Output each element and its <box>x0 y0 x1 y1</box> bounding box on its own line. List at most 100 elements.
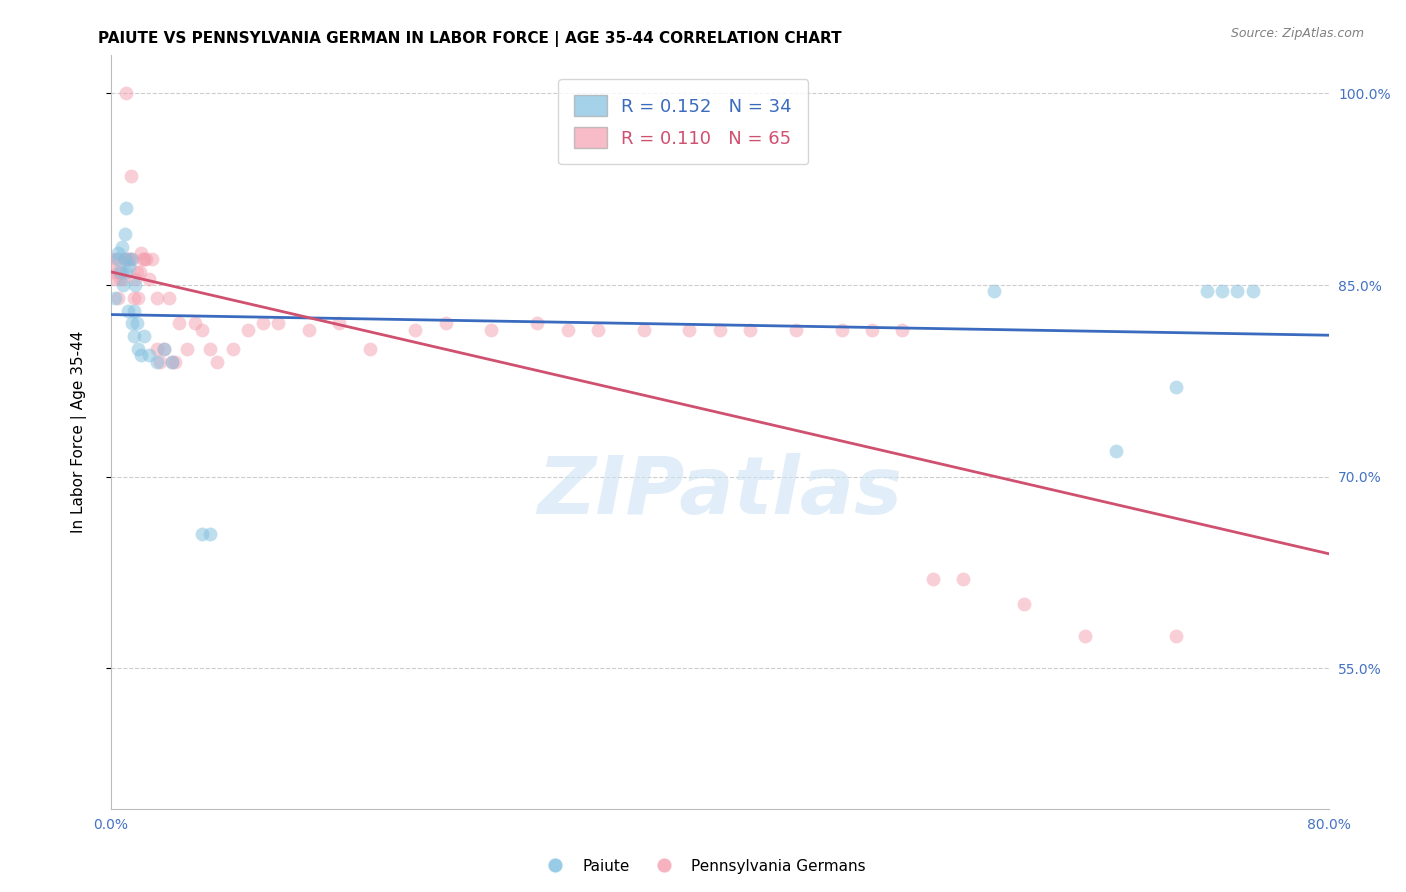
Point <box>157 291 180 305</box>
Point <box>128 265 150 279</box>
Point <box>107 291 129 305</box>
Point <box>117 252 139 267</box>
Point <box>125 316 148 330</box>
Point <box>122 291 145 305</box>
Point <box>586 323 609 337</box>
Point <box>145 342 167 356</box>
Point <box>831 323 853 337</box>
Point <box>108 265 131 279</box>
Point <box>740 323 762 337</box>
Point <box>129 246 152 260</box>
Point <box>633 323 655 337</box>
Point <box>132 252 155 267</box>
Point <box>120 169 142 184</box>
Point <box>169 316 191 330</box>
Point <box>1074 629 1097 643</box>
Point <box>198 527 221 541</box>
Point <box>160 354 183 368</box>
Point <box>115 202 138 216</box>
Point <box>115 87 138 101</box>
Point <box>107 265 129 279</box>
Point <box>127 291 149 305</box>
Point <box>557 323 579 337</box>
Point <box>1166 380 1188 394</box>
Point <box>135 252 157 267</box>
Point <box>952 572 974 586</box>
Point <box>112 278 135 293</box>
Point <box>127 342 149 356</box>
Legend: R = 0.152   N = 34, R = 0.110   N = 65: R = 0.152 N = 34, R = 0.110 N = 65 <box>558 79 808 164</box>
Point <box>103 252 125 267</box>
Point <box>221 342 243 356</box>
Point <box>145 354 167 368</box>
Text: PAIUTE VS PENNSYLVANIA GERMAN IN LABOR FORCE | AGE 35-44 CORRELATION CHART: PAIUTE VS PENNSYLVANIA GERMAN IN LABOR F… <box>98 31 842 47</box>
Point <box>785 323 807 337</box>
Point <box>114 252 136 267</box>
Point <box>198 342 221 356</box>
Point <box>267 316 290 330</box>
Point <box>434 316 457 330</box>
Point <box>1104 444 1126 458</box>
Point <box>1166 629 1188 643</box>
Point <box>481 323 503 337</box>
Point <box>134 329 156 343</box>
Point <box>101 265 124 279</box>
Point <box>860 323 883 337</box>
Point <box>709 323 731 337</box>
Point <box>145 291 167 305</box>
Point <box>112 271 135 285</box>
Point <box>129 348 152 362</box>
Point <box>117 303 139 318</box>
Point <box>207 354 229 368</box>
Point <box>252 316 274 330</box>
Point <box>1211 285 1233 299</box>
Point <box>183 316 205 330</box>
Point <box>526 316 548 330</box>
Point <box>107 246 129 260</box>
Point <box>191 527 214 541</box>
Point <box>104 291 127 305</box>
Text: Source: ZipAtlas.com: Source: ZipAtlas.com <box>1230 27 1364 40</box>
Point <box>110 240 132 254</box>
Point <box>1012 597 1035 611</box>
Point <box>118 252 141 267</box>
Point <box>114 227 136 241</box>
Point <box>121 316 143 330</box>
Point <box>124 278 146 293</box>
Point <box>163 354 186 368</box>
Point <box>153 342 176 356</box>
Point <box>160 354 183 368</box>
Point <box>176 342 198 356</box>
Point <box>1226 285 1249 299</box>
Point <box>107 252 129 267</box>
Point <box>125 265 148 279</box>
Point <box>124 271 146 285</box>
Point <box>110 265 132 279</box>
Y-axis label: In Labor Force | Age 35-44: In Labor Force | Age 35-44 <box>72 331 87 533</box>
Point <box>122 303 145 318</box>
Point <box>114 252 136 267</box>
Point <box>236 323 259 337</box>
Point <box>148 354 170 368</box>
Point <box>191 323 214 337</box>
Point <box>298 323 321 337</box>
Point <box>359 342 381 356</box>
Point <box>404 323 426 337</box>
Point <box>138 348 160 362</box>
Point <box>1195 285 1218 299</box>
Point <box>121 252 143 267</box>
Point <box>1241 285 1264 299</box>
Point <box>105 252 128 267</box>
Point <box>983 285 1005 299</box>
Point <box>921 572 943 586</box>
Legend: Paiute, Pennsylvania Germans: Paiute, Pennsylvania Germans <box>534 853 872 880</box>
Point <box>891 323 914 337</box>
Point <box>118 259 141 273</box>
Point <box>115 265 138 279</box>
Point <box>678 323 700 337</box>
Point <box>138 271 160 285</box>
Point <box>328 316 350 330</box>
Point <box>104 271 127 285</box>
Point <box>153 342 176 356</box>
Point <box>141 252 163 267</box>
